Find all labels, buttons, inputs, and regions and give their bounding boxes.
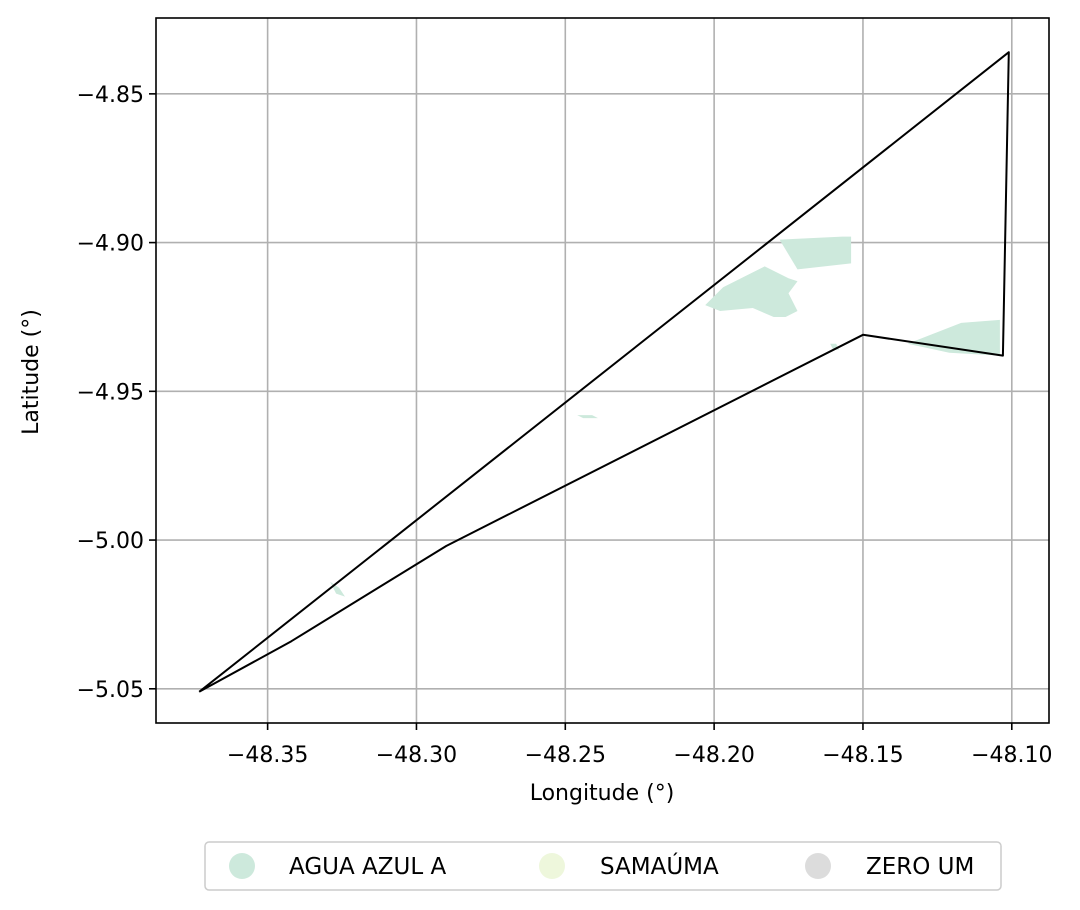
legend-label-0: AGUA AZUL A bbox=[289, 854, 446, 880]
x-tick-label-2: −48.25 bbox=[525, 743, 606, 768]
legend-label-2: ZERO UM bbox=[866, 854, 974, 880]
y-tick-label-0: −4.85 bbox=[77, 83, 144, 108]
plot-frame bbox=[155, 17, 1050, 724]
legend-entries: AGUA AZUL A SAMAÚMA ZERO UM bbox=[229, 852, 974, 880]
region-2 bbox=[907, 319, 1000, 356]
y-tick-label-1: −4.90 bbox=[77, 232, 144, 257]
legend-marker-1 bbox=[539, 853, 565, 879]
legend-marker-2 bbox=[805, 853, 831, 879]
x-tick-label-3: −48.20 bbox=[673, 743, 754, 768]
region-4 bbox=[577, 415, 598, 419]
region-1 bbox=[705, 266, 798, 317]
boundary-outline bbox=[198, 51, 1010, 693]
x-tick-label-4: −48.15 bbox=[822, 743, 903, 768]
y-axis-label: Latitude (°) bbox=[19, 309, 44, 435]
map-regions bbox=[330, 236, 1000, 597]
x-axis-label: Longitude (°) bbox=[530, 781, 675, 806]
legend-frame bbox=[204, 841, 1002, 891]
x-tick-label-5: −48.10 bbox=[971, 743, 1052, 768]
legend-marker-0 bbox=[229, 853, 255, 879]
y-tick-label-3: −5.00 bbox=[77, 529, 144, 554]
x-tick-label-1: −48.30 bbox=[376, 743, 457, 768]
y-axis-ticks: −4.85 −4.90 −4.95 −5.00 −5.05 bbox=[77, 83, 156, 703]
boundary-layer bbox=[198, 51, 1010, 693]
grid bbox=[156, 18, 1049, 723]
legend-label-1: SAMAÚMA bbox=[600, 852, 719, 880]
region-0 bbox=[779, 236, 852, 270]
x-axis-ticks: −48.35 −48.30 −48.25 −48.20 −48.15 −48.10 bbox=[227, 723, 1053, 768]
legend: AGUA AZUL A SAMAÚMA ZERO UM bbox=[204, 841, 1002, 891]
y-tick-label-4: −5.05 bbox=[77, 678, 144, 703]
y-tick-label-2: −4.95 bbox=[77, 380, 144, 405]
x-tick-label-0: −48.35 bbox=[227, 743, 308, 768]
